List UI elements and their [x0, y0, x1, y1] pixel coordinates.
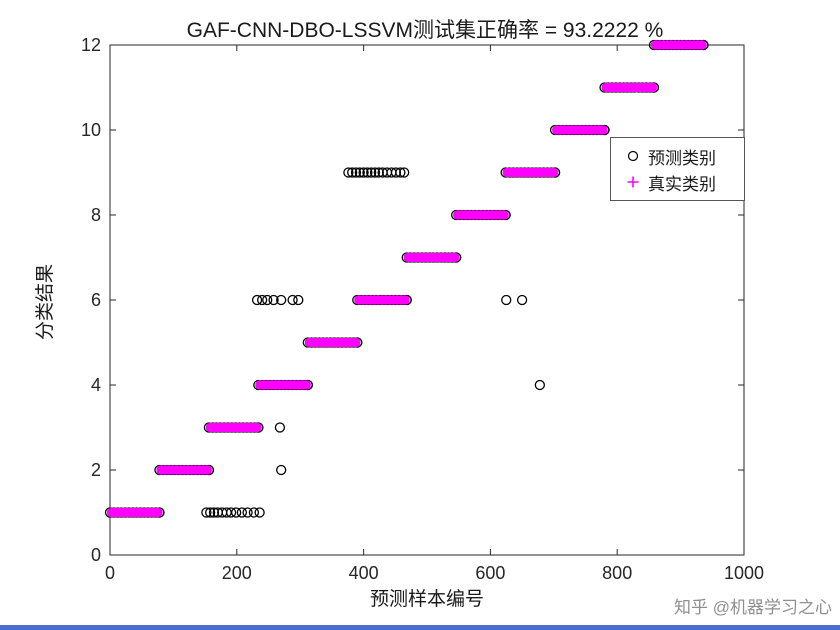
predicted-marker — [366, 167, 377, 178]
predicted-marker — [276, 464, 287, 476]
predicted-marker — [274, 422, 286, 433]
legend-item-true: 真实类别 — [611, 169, 744, 195]
predicted-marker — [248, 507, 260, 518]
legend-label-true: 真实类别 — [648, 174, 716, 194]
true-class-band — [255, 380, 311, 390]
y-tick-label: 10 — [81, 120, 101, 140]
predicted-marker — [276, 294, 287, 306]
predicted-marker — [373, 167, 384, 178]
predicted-marker — [287, 294, 298, 306]
true-class-band — [453, 210, 509, 220]
true-class-band — [601, 83, 657, 92]
predicted-marker — [390, 167, 402, 178]
predicted-marker — [347, 167, 358, 178]
predicted-marker — [534, 379, 546, 391]
y-tick-label: 12 — [81, 35, 101, 55]
circle-marker-icon — [620, 149, 646, 163]
predicted-marker — [205, 507, 216, 518]
chart-title: GAF-CNN-DBO-LSSVM测试集正确率 = 93.2222 % — [186, 19, 664, 42]
predicted-marker — [257, 294, 268, 306]
predicted-marker — [268, 294, 279, 306]
predicted-marker — [236, 507, 248, 518]
predicted-marker — [251, 294, 263, 306]
true-class-band — [205, 423, 262, 432]
true-class-band — [650, 40, 707, 50]
predicted-marker — [358, 167, 369, 178]
y-tick-label: 4 — [91, 375, 101, 395]
x-tick-label: 600 — [475, 563, 505, 583]
x-tick-label: 400 — [349, 563, 379, 583]
predicted-marker — [354, 167, 365, 178]
true-class-band — [107, 508, 163, 517]
x-tick-label: 200 — [222, 563, 252, 583]
y-tick-label: 0 — [91, 545, 101, 565]
true-class-band — [502, 168, 559, 177]
x-axis-label: 预测样本编号 — [369, 589, 484, 610]
predicted-marker — [362, 167, 373, 178]
predicted-marker — [399, 167, 410, 178]
predicted-marker — [369, 167, 381, 178]
predicted-marker — [350, 167, 362, 178]
predicted-marker — [254, 507, 265, 518]
watermark: 知乎 @机器学习之心 — [674, 598, 832, 617]
predicted-marker — [225, 507, 237, 518]
predicted-marker — [395, 167, 406, 178]
y-tick-label: 8 — [91, 205, 101, 225]
plus-marker-icon — [620, 175, 646, 189]
x-tick-label: 1000 — [724, 563, 764, 583]
true-class-band — [403, 253, 460, 262]
axes-box — [109, 44, 745, 556]
footer-strip — [0, 625, 840, 630]
predicted-marker — [201, 507, 212, 518]
x-tick-label: 800 — [602, 563, 632, 583]
true-class-band — [156, 465, 212, 475]
y-axis-label: 分类结果 — [35, 263, 56, 341]
predicted-marker — [293, 294, 304, 306]
y-tick-label: 6 — [91, 290, 101, 310]
predicted-marker — [208, 507, 220, 518]
predicted-marker — [343, 167, 354, 178]
predicted-marker — [501, 294, 512, 306]
true-class-band — [304, 338, 361, 347]
legend-box: 预测类别 真实类别 — [610, 137, 745, 201]
predicted-marker — [262, 294, 273, 306]
true-class-band — [354, 295, 410, 305]
predicted-marker — [242, 507, 253, 518]
predicted-marker — [231, 507, 242, 518]
legend-item-predicted: 预测类别 — [611, 143, 744, 169]
legend-label-predicted: 预测类别 — [648, 148, 716, 168]
x-tick-label: 0 — [105, 563, 115, 583]
true-class-band — [552, 125, 608, 135]
y-tick-label: 2 — [91, 460, 101, 480]
predicted-marker — [516, 294, 528, 306]
